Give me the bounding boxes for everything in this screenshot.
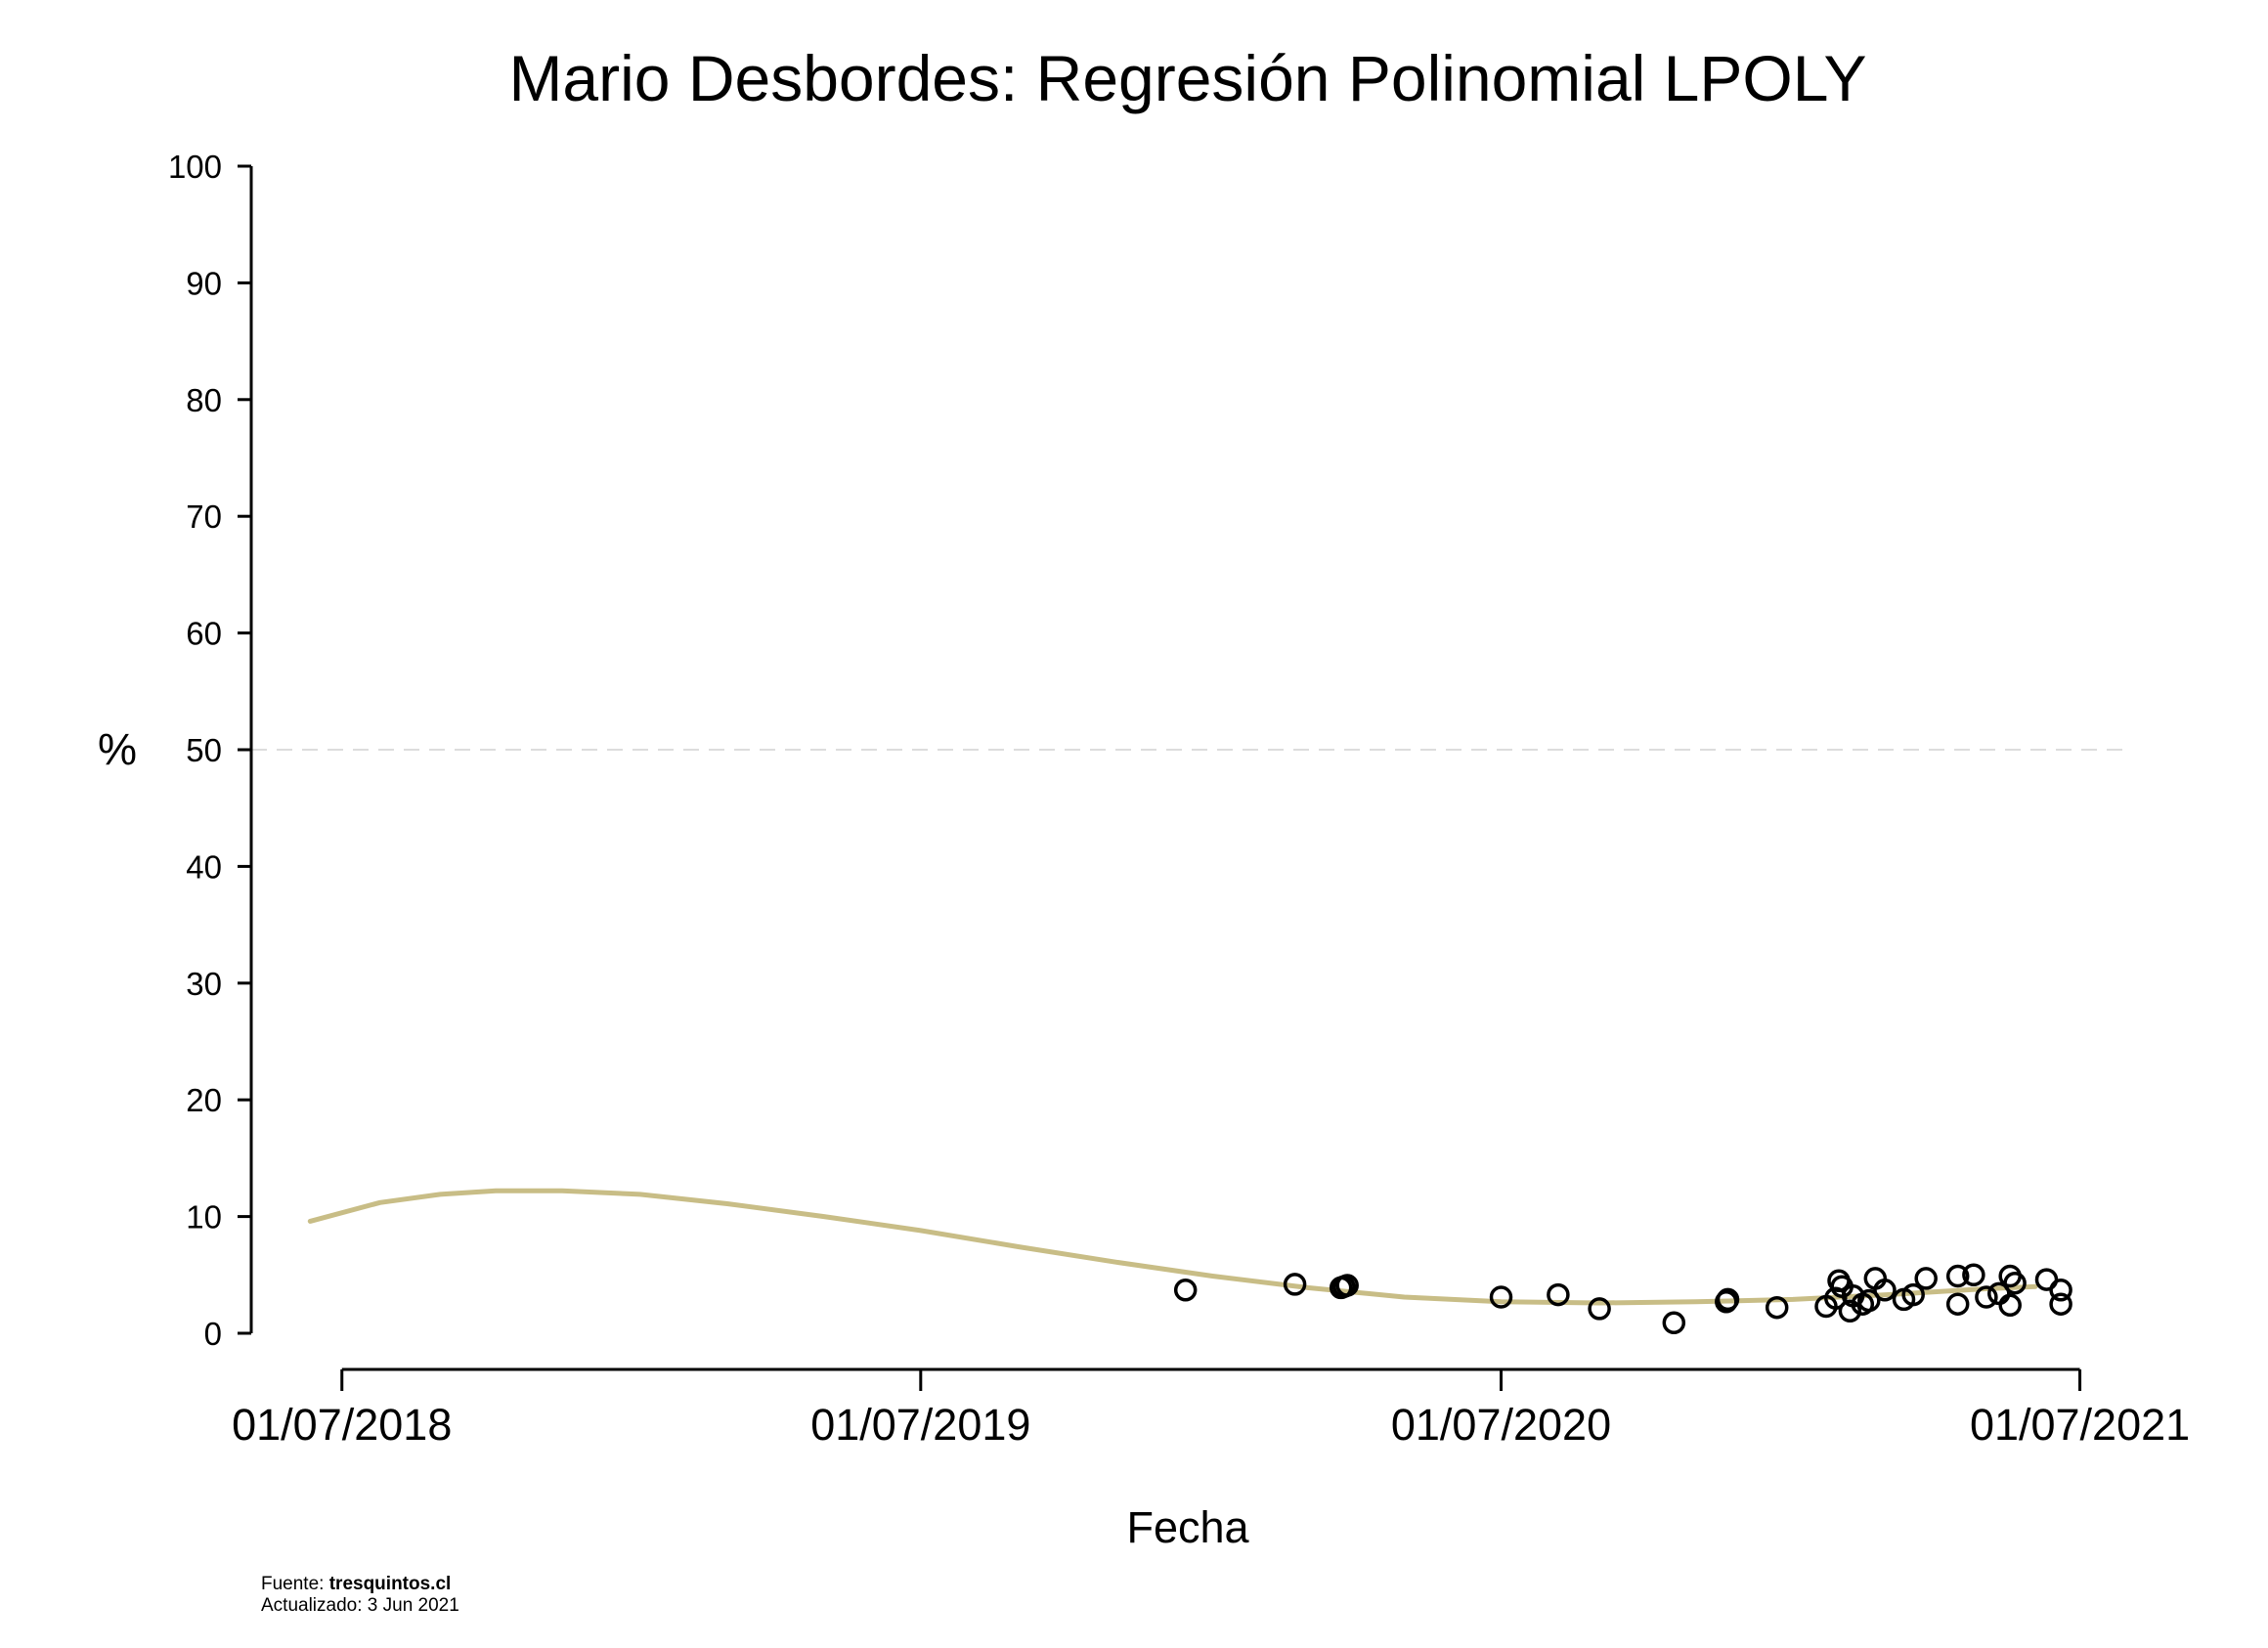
y-tick-label: 90 <box>186 265 222 301</box>
data-point <box>2003 1271 2027 1295</box>
x-tick-label: 01/07/2021 <box>1970 1400 2190 1450</box>
footer-source-name: tresquintos.cl <box>328 1574 452 1594</box>
y-axis-label: % <box>98 724 137 774</box>
y-tick-label: 100 <box>168 149 222 185</box>
y-tick-label: 30 <box>186 966 222 1002</box>
data-point <box>1945 1292 1970 1316</box>
y-tick-label: 80 <box>186 382 222 418</box>
data-point <box>2049 1279 2072 1302</box>
y-tick-label: 0 <box>204 1316 222 1352</box>
data-point <box>1857 1288 1881 1313</box>
y-tick-label: 60 <box>186 616 222 652</box>
data-point <box>1283 1273 1307 1296</box>
data-point <box>1914 1267 1938 1290</box>
fit-line-group <box>307 1188 2038 1306</box>
footer-source-prefix: Fuente: <box>261 1574 329 1594</box>
chart-title: Mario Desbordes: Regresión Polinomial LP… <box>508 42 1866 114</box>
x-tick-label: 01/07/2019 <box>810 1400 1030 1450</box>
y-tick-label: 10 <box>186 1199 222 1236</box>
footer-source: Fuente: tresquintos.cl <box>261 1574 451 1595</box>
data-points-group <box>1173 1263 2072 1335</box>
y-tick-label: 70 <box>186 499 222 535</box>
data-point <box>1716 1287 1740 1312</box>
y-tick-label: 40 <box>186 848 222 885</box>
data-point <box>1489 1285 1513 1309</box>
data-point <box>1838 1299 1862 1323</box>
axes: 0 10 20 30 40 50 60 70 80 90 100 01/07/2018 01/07/20… <box>168 149 2190 1450</box>
y-tick-label: 50 <box>186 732 222 768</box>
data-point <box>1975 1285 1998 1309</box>
data-point <box>1901 1282 1925 1307</box>
data-point <box>1873 1279 1897 1302</box>
data-point <box>1588 1297 1611 1321</box>
data-point <box>1173 1279 1198 1302</box>
data-point <box>1335 1274 1359 1297</box>
y-tick-label: 20 <box>186 1082 222 1118</box>
data-point <box>1547 1282 1570 1307</box>
data-point <box>1998 1293 2022 1318</box>
x-axis-label: Fecha <box>1126 1502 1249 1552</box>
regression-line <box>307 1188 2038 1306</box>
x-tick-label: 01/07/2018 <box>232 1400 452 1450</box>
data-point <box>1662 1311 1686 1335</box>
data-point <box>2049 1292 2072 1316</box>
data-point <box>1765 1295 1789 1320</box>
footer-updated: Actualizado: 3 Jun 2021 <box>261 1595 459 1616</box>
x-tick-label: 01/07/2020 <box>1391 1400 1611 1450</box>
data-point <box>1962 1263 1985 1287</box>
data-point <box>1945 1264 1970 1288</box>
